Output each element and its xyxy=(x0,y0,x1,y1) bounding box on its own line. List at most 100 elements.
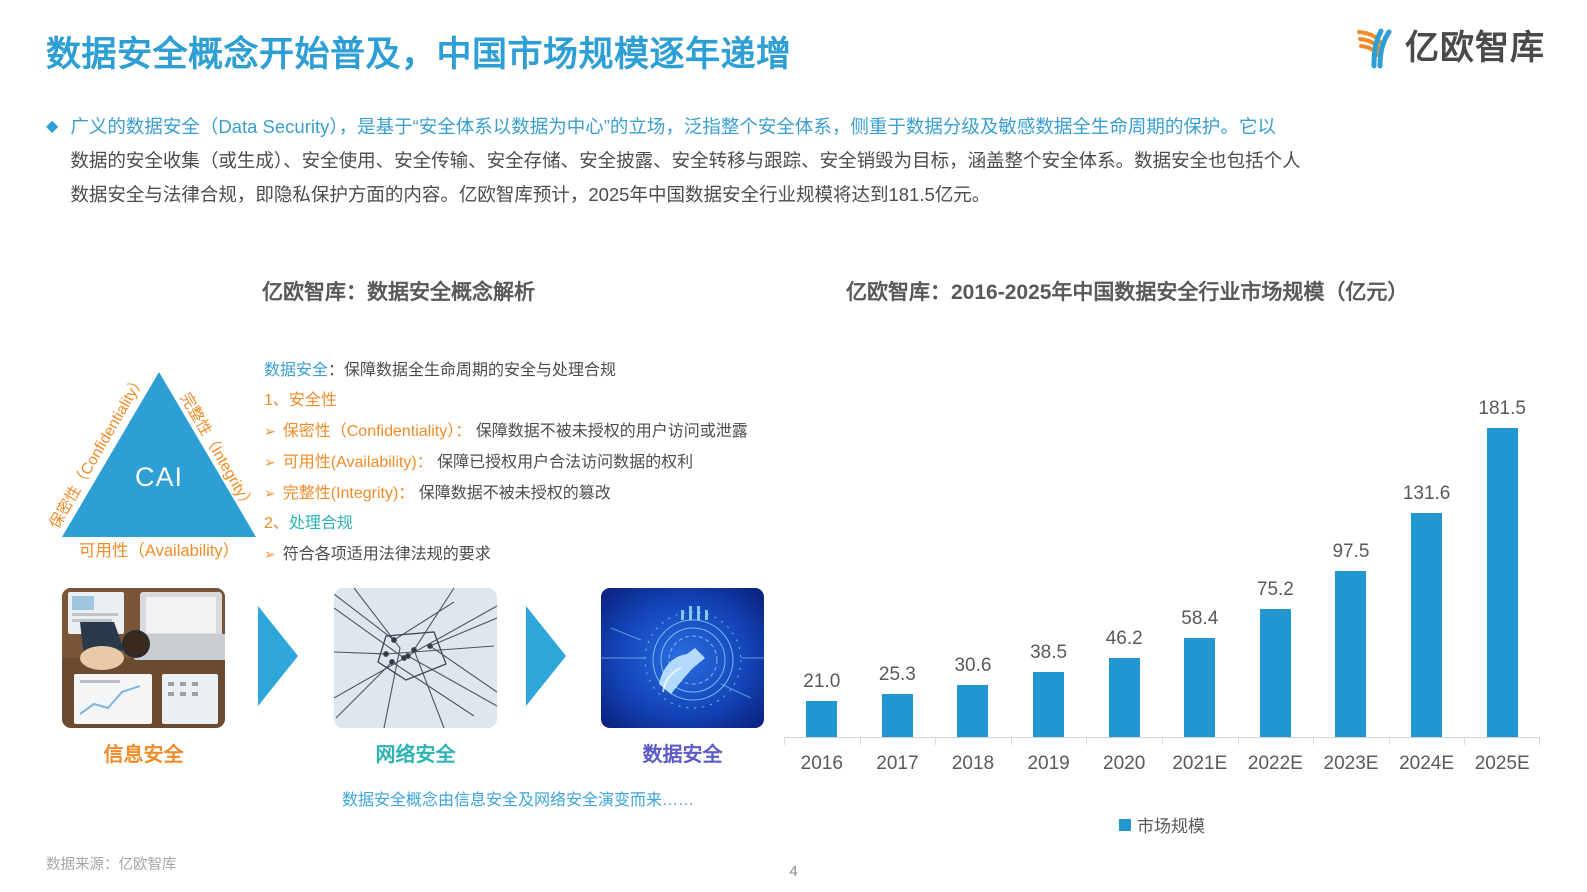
chart-bar-group[interactable]: 131.6 xyxy=(1389,342,1465,737)
arrow-bullet-icon: ➢ xyxy=(264,454,276,470)
chart-x-label: 2018 xyxy=(951,753,995,774)
bullet-desc: 保障已授权用户合法访问数据的权利 xyxy=(432,454,694,471)
chart-x-label: 2022E xyxy=(1247,753,1303,774)
bullet-term: 完整性(Integrity)： xyxy=(282,485,415,502)
evolution-card-label-network-security: 网络安全 xyxy=(375,744,456,766)
triangle-center-label: CAI xyxy=(134,462,183,492)
bullet-desc: 保障数据不被未授权的篡改 xyxy=(414,485,611,502)
legend-swatch-icon xyxy=(1119,818,1131,831)
chart-bar-value-label: 181.5 xyxy=(1478,398,1526,420)
brand-logo-text: 亿欧智库 xyxy=(1405,29,1545,67)
chart-bar-value-label: 38.5 xyxy=(1030,641,1068,663)
brand-logo: 亿欧智库 xyxy=(1351,24,1545,72)
bullet-desc: 符合各项适用法律法规的要求 xyxy=(282,546,491,563)
chart-bar[interactable] xyxy=(1184,637,1216,737)
intro-line-1: 广义的数据安全（Data Security），是基于“安全体系以数据为中心”的立… xyxy=(70,116,1276,137)
cai-triangle-diagram: CAI 保密性（Confidentiality） 完整性（Integrity） … xyxy=(47,352,267,560)
chart-bar[interactable] xyxy=(806,701,838,737)
arrow-bullet-icon: ➢ xyxy=(264,546,276,562)
chevron-right-icon xyxy=(526,606,566,706)
chart-x-tick xyxy=(935,737,937,745)
chart-x-label: 2021E xyxy=(1172,753,1228,774)
chart-bar-group[interactable]: 58.4 xyxy=(1162,342,1238,737)
chart-bar-value-label: 30.6 xyxy=(954,654,992,676)
intro-line-3: 数据安全与法律合规，即隐私保护方面的内容。亿欧智库预计，2025年中国数据安全行… xyxy=(70,184,991,205)
chart-bar-group[interactable]: 97.5 xyxy=(1313,342,1389,737)
chart-bar[interactable] xyxy=(1486,428,1518,737)
chart-bar[interactable] xyxy=(881,694,913,737)
legend-label: 市场规模 xyxy=(1137,817,1205,836)
market-size-bar-chart: 21.0 2016 25.3 2017 30.6 2018 38.5 2019 46.2 2020… xyxy=(784,300,1540,836)
chart-bar[interactable] xyxy=(1335,571,1367,737)
bullet-group-2: 2、处理合规 xyxy=(264,509,784,539)
bullet-item-confidentiality: ➢ 保密性（Confidentiality）： 保障数据不被未授权的用户访问或泄露 xyxy=(264,416,784,447)
bullet-heading: 数据安全：保障数据全生命周期的安全与处理合规 xyxy=(264,356,784,386)
chart-bar-value-label: 131.6 xyxy=(1402,483,1451,505)
chart-bar-group[interactable]: 25.3 xyxy=(860,342,936,737)
triangle-shape xyxy=(62,372,256,537)
chart-x-tick xyxy=(784,737,785,745)
bullet-item-availability: ➢ 可用性(Availability)： 保障已授权用户合法访问数据的权利 xyxy=(264,447,784,478)
evolution-card-network-security xyxy=(334,588,497,728)
triangle-bottom-edge-label: 可用性（Availability） xyxy=(78,542,240,560)
bullet-item-compliance: ➢ 符合各项适用法律法规的要求 xyxy=(264,539,784,570)
chart-x-tick xyxy=(859,737,861,745)
concept-bullet-list: 数据安全：保障数据全生命周期的安全与处理合规 1、安全性 ➢ 保密性（Confid… xyxy=(264,356,784,570)
chart-x-label: 2020 xyxy=(1103,753,1146,774)
chart-legend: 市场规模 xyxy=(784,812,1540,837)
chart-plot-area: 21.0 2016 25.3 2017 30.6 2018 38.5 2019 46.2 2020… xyxy=(784,300,1540,780)
chart-x-label: 2019 xyxy=(1027,753,1070,774)
chart-x-tick xyxy=(1237,737,1239,745)
bullet-heading-rest: ：保障数据全生命周期的安全与处理合规 xyxy=(328,362,617,379)
bullet-term: 保密性（Confidentiality）： xyxy=(282,423,472,440)
intro-line-2: 数据的安全收集（或生成）、安全使用、安全传输、安全存储、安全披露、安全转移与跟踪… xyxy=(70,150,1301,171)
chart-x-tick xyxy=(1010,737,1012,745)
chart-x-tick xyxy=(1162,737,1163,745)
chart-bar-value-label: 46.2 xyxy=(1105,628,1143,650)
chart-bar-group[interactable]: 75.2 xyxy=(1238,342,1314,737)
chart-bar[interactable] xyxy=(1411,513,1443,737)
source-note: 数据来源：亿欧智库 xyxy=(46,857,177,873)
chart-bar-group[interactable]: 21.0 xyxy=(784,342,860,737)
chart-bar-group[interactable]: 38.5 xyxy=(1011,342,1087,737)
chart-x-label: 2025E xyxy=(1474,753,1530,774)
bullet-group-2-number: 2、 xyxy=(264,515,289,532)
chart-x-tick xyxy=(1464,737,1466,745)
bullet-term: 可用性(Availability)： xyxy=(282,454,433,471)
chart-bar[interactable] xyxy=(1259,609,1291,737)
chart-bar[interactable] xyxy=(957,684,989,737)
chart-x-label: 2016 xyxy=(800,753,843,774)
chart-bar-value-label: 25.3 xyxy=(878,664,916,685)
bullet-desc: 保障数据不被未授权的用户访问或泄露 xyxy=(471,423,748,440)
evolution-caption: 数据安全概念由信息安全及网络安全演变而来…… xyxy=(341,792,694,809)
chart-x-label: 2017 xyxy=(876,753,919,774)
bullet-item-integrity: ➢ 完整性(Integrity)： 保障数据不被未授权的篡改 xyxy=(264,478,784,509)
right-section-title: 亿欧智库：2016-2025年中国数据安全行业市场规模（亿元） xyxy=(846,281,1409,304)
arrow-bullet-icon: ➢ xyxy=(264,423,276,439)
arrow-bullet-icon: ➢ xyxy=(264,485,276,501)
chart-x-tick xyxy=(1086,737,1088,745)
chart-x-label: 2024E xyxy=(1399,753,1455,774)
chart-x-tick xyxy=(1313,737,1315,745)
evolution-card-data-security xyxy=(601,588,764,728)
chart-x-label: 2023E xyxy=(1323,753,1379,774)
bullet-group-1: 1、安全性 xyxy=(264,392,337,409)
evolution-card-label-data-security: 数据安全 xyxy=(642,744,723,766)
chart-x-tick xyxy=(1388,737,1390,745)
yiou-brand-mark-icon xyxy=(1351,24,1399,72)
chart-bar[interactable] xyxy=(1033,671,1065,737)
chart-bar[interactable] xyxy=(1108,658,1140,737)
page-title: 数据安全概念开始普及，中国市场规模逐年递增 xyxy=(46,35,792,74)
left-section-title: 亿欧智库：数据安全概念解析 xyxy=(262,281,535,304)
chart-bar-group[interactable]: 181.5 xyxy=(1464,342,1540,737)
evolution-card-label-information-security: 信息安全 xyxy=(103,744,184,766)
page-number: 4 xyxy=(789,863,798,880)
chart-bar-value-label: 97.5 xyxy=(1332,541,1370,563)
chevron-right-icon xyxy=(258,606,298,706)
chart-bar-group[interactable]: 46.2 xyxy=(1086,342,1162,737)
bullet-heading-term: 数据安全 xyxy=(264,362,329,379)
intro-paragraph: ◆ 广义的数据安全（Data Security），是基于“安全体系以数据为中心”… xyxy=(46,110,1541,212)
chart-bar-group[interactable]: 30.6 xyxy=(935,342,1011,737)
diamond-bullet-icon: ◆ xyxy=(46,118,59,135)
